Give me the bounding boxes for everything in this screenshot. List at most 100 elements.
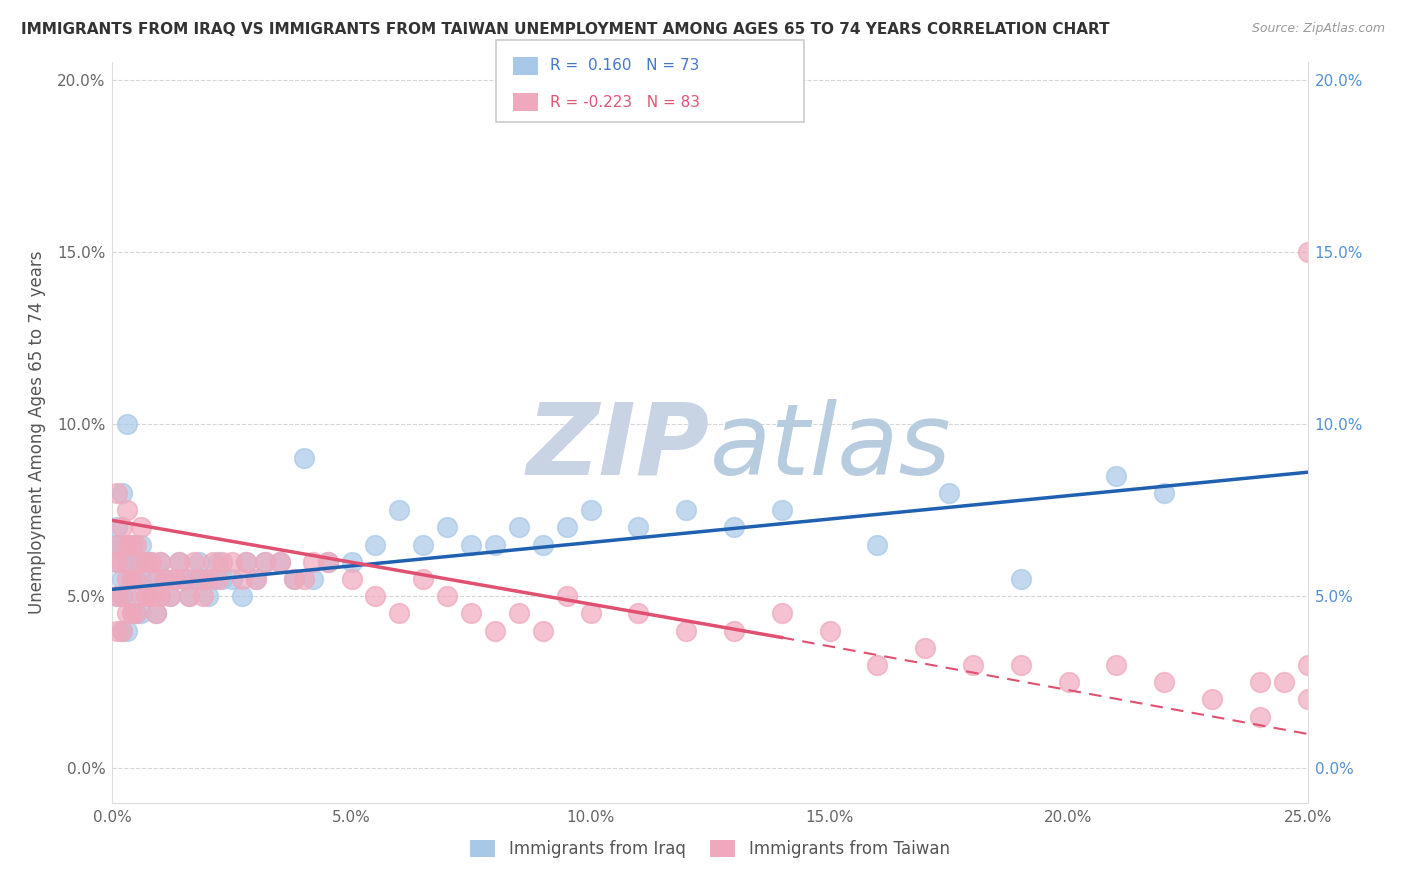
Point (121, 572, 143, 586)
Point (197, 572, 219, 586)
Point (1105, 468, 1128, 483)
Point (153, 572, 176, 586)
Point (163, 572, 186, 586)
Point (129, 607, 152, 621)
Point (235, 555, 257, 569)
Point (316, 555, 339, 569)
Point (111, 624, 134, 638)
Point (111, 555, 134, 569)
Point (135, 555, 157, 569)
Point (269, 555, 291, 569)
Point (125, 572, 148, 586)
Point (283, 572, 305, 586)
Point (121, 572, 143, 586)
Point (105, 537, 128, 551)
Point (139, 589, 162, 603)
Point (292, 572, 315, 586)
Point (121, 537, 143, 551)
Point (105, 486, 128, 500)
Text: atlas: atlas (710, 399, 952, 496)
Legend: Immigrants from Iraq, Immigrants from Taiwan: Immigrants from Iraq, Immigrants from Ta… (464, 833, 956, 865)
Point (115, 537, 138, 551)
Point (105, 624, 128, 638)
Point (412, 572, 434, 586)
Point (125, 537, 148, 551)
Point (115, 555, 138, 569)
Point (105, 589, 128, 603)
Point (1296, 692, 1319, 706)
Point (193, 572, 215, 586)
Point (145, 607, 167, 621)
Point (115, 503, 138, 517)
Point (135, 589, 157, 603)
Point (231, 572, 253, 586)
Point (139, 589, 162, 603)
Point (115, 589, 138, 603)
Point (627, 520, 650, 534)
Point (723, 520, 745, 534)
Point (962, 658, 984, 673)
Point (235, 555, 257, 569)
Point (125, 555, 148, 569)
Point (866, 537, 889, 551)
Point (221, 555, 243, 569)
Point (484, 537, 506, 551)
Point (105, 520, 128, 534)
Point (115, 624, 138, 638)
Point (105, 537, 128, 551)
Point (675, 624, 697, 638)
Point (207, 555, 229, 569)
Text: IMMIGRANTS FROM IRAQ VS IMMIGRANTS FROM TAIWAN UNEMPLOYMENT AMONG AGES 65 TO 74 : IMMIGRANTS FROM IRAQ VS IMMIGRANTS FROM … (21, 22, 1109, 37)
Point (316, 555, 339, 569)
Point (388, 503, 411, 517)
Point (254, 555, 277, 569)
Point (111, 572, 134, 586)
Point (531, 624, 554, 638)
Point (388, 607, 411, 621)
Point (169, 555, 191, 569)
Point (129, 572, 152, 586)
Point (129, 589, 152, 603)
Point (1057, 675, 1080, 690)
Point (159, 589, 181, 603)
Point (111, 589, 134, 603)
Text: ZIP: ZIP (527, 399, 710, 496)
Point (555, 520, 578, 534)
Point (254, 555, 277, 569)
Point (1105, 658, 1128, 673)
Point (139, 555, 162, 569)
Point (145, 572, 167, 586)
Point (1249, 675, 1271, 690)
Point (193, 589, 215, 603)
Point (484, 624, 506, 638)
Point (340, 572, 363, 586)
Point (283, 572, 305, 586)
Text: R =  0.160   N = 73: R = 0.160 N = 73 (550, 59, 699, 73)
Point (125, 607, 148, 621)
Point (187, 572, 209, 586)
Point (723, 624, 745, 638)
Point (302, 572, 325, 586)
Point (245, 572, 267, 586)
Point (914, 640, 936, 655)
Point (770, 503, 793, 517)
Point (197, 589, 219, 603)
Point (129, 555, 152, 569)
Point (555, 589, 578, 603)
Point (770, 607, 793, 621)
Point (221, 572, 243, 586)
Point (1010, 658, 1032, 673)
Point (115, 572, 138, 586)
Y-axis label: Unemployment Among Ages 65 to 74 years: Unemployment Among Ages 65 to 74 years (28, 251, 46, 615)
Point (153, 572, 176, 586)
Point (211, 555, 233, 569)
Point (105, 555, 128, 569)
Point (231, 589, 253, 603)
Point (436, 589, 458, 603)
Point (1249, 709, 1271, 723)
Text: Source: ZipAtlas.com: Source: ZipAtlas.com (1251, 22, 1385, 36)
Point (149, 555, 172, 569)
Point (129, 520, 152, 534)
Point (531, 537, 554, 551)
Point (183, 572, 205, 586)
